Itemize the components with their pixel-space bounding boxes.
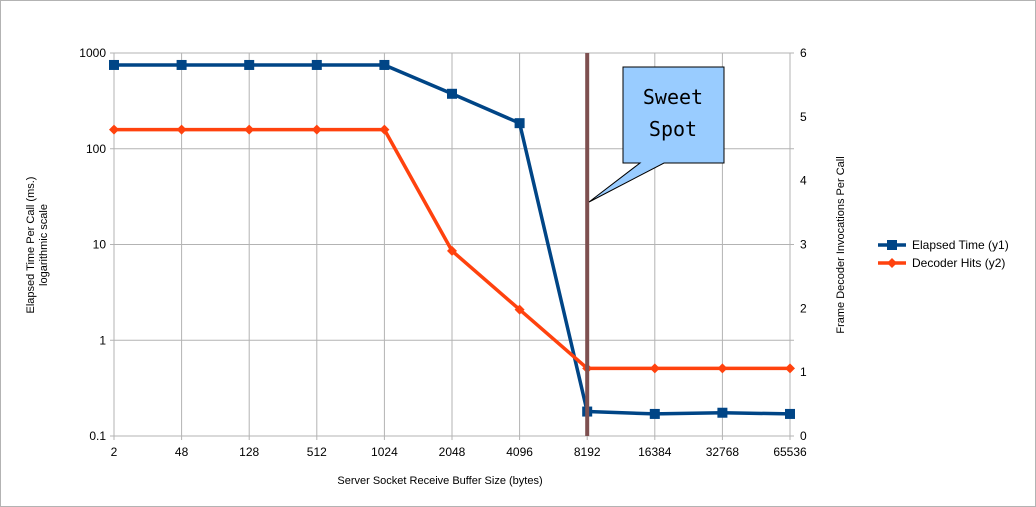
legend-label: Elapsed Time (y1)	[912, 238, 1009, 252]
data-point-square	[717, 407, 728, 418]
y-tick-label: 0.1	[89, 429, 106, 443]
x-tick-label: 32768	[706, 445, 740, 459]
data-point-square	[785, 408, 795, 419]
legend-marker-diamond	[887, 258, 897, 268]
y-tick-label: 1	[99, 333, 106, 347]
x-tick-label: 128	[239, 445, 259, 459]
legend-label: Decoder Hits (y2)	[912, 256, 1005, 270]
x-tick-label: 2048	[439, 445, 466, 459]
data-point-diamond	[176, 124, 187, 135]
x-tick-label: 65536	[773, 445, 807, 459]
legend: Elapsed Time (y1) Decoder Hits (y2)	[878, 238, 1009, 270]
y-tick-label: 100	[86, 142, 106, 156]
legend-marker-square	[887, 240, 897, 250]
data-point-diamond	[514, 304, 525, 315]
y2-tick-label: 4	[800, 174, 807, 188]
data-point-square	[447, 88, 457, 99]
data-point-diamond	[244, 124, 255, 135]
axes	[113, 52, 791, 437]
x-tick-label: 1024	[371, 445, 398, 459]
callout-text-line1: Sweet	[643, 85, 703, 109]
data-point-square	[649, 408, 660, 419]
data-point-square	[379, 59, 390, 70]
data-point-diamond	[649, 363, 660, 374]
x-tick-label: 4096	[506, 445, 533, 459]
x-tick-label: 8192	[574, 445, 601, 459]
y2-axis-title: Frame Decoder Invocations Per Call	[835, 156, 847, 333]
data-point-diamond	[447, 245, 457, 256]
x-tick-label: 48	[175, 445, 189, 459]
y-axis-title-line1: Elapsed Time Per Call (ms.)	[25, 177, 37, 314]
data-point-diamond	[717, 363, 728, 374]
plot-area-border	[113, 52, 791, 437]
x-tick-label: 16384	[638, 445, 672, 459]
y2-tick-label: 2	[800, 301, 807, 315]
y-tick-label: 10	[93, 238, 107, 252]
data-point-square	[109, 59, 119, 70]
data-point-diamond	[109, 124, 119, 135]
y-tick-label: 1000	[79, 46, 106, 60]
data-point-diamond	[785, 363, 795, 374]
data-point-square	[311, 59, 322, 70]
y2-tick-label: 0	[800, 429, 807, 443]
data-point-square	[514, 118, 525, 129]
series-layer	[109, 59, 795, 419]
x-tick-label: 512	[307, 445, 327, 459]
y2-tick-label: 1	[800, 365, 807, 379]
data-point-square	[176, 59, 187, 70]
data-point-square	[244, 59, 255, 70]
y2-tick-label: 3	[800, 238, 807, 252]
x-axis-title: Server Socket Receive Buffer Size (bytes…	[337, 475, 542, 487]
data-point-diamond	[311, 124, 322, 135]
x-tick-label: 2	[111, 445, 118, 459]
tick-labels: 2 48 128 512 1024 2048 4096 8192 16384 32768 65536…	[79, 46, 807, 459]
sweet-spot-callout: Sweet Spot	[588, 66, 725, 203]
y2-tick-label: 6	[800, 46, 807, 60]
y2-tick-label: 5	[800, 110, 807, 124]
callout-text-line2: Spot	[649, 117, 697, 141]
callout-bubble	[588, 66, 725, 203]
data-point-diamond	[379, 124, 390, 135]
y-axis-title-line2: logarithmic scale	[38, 204, 50, 286]
